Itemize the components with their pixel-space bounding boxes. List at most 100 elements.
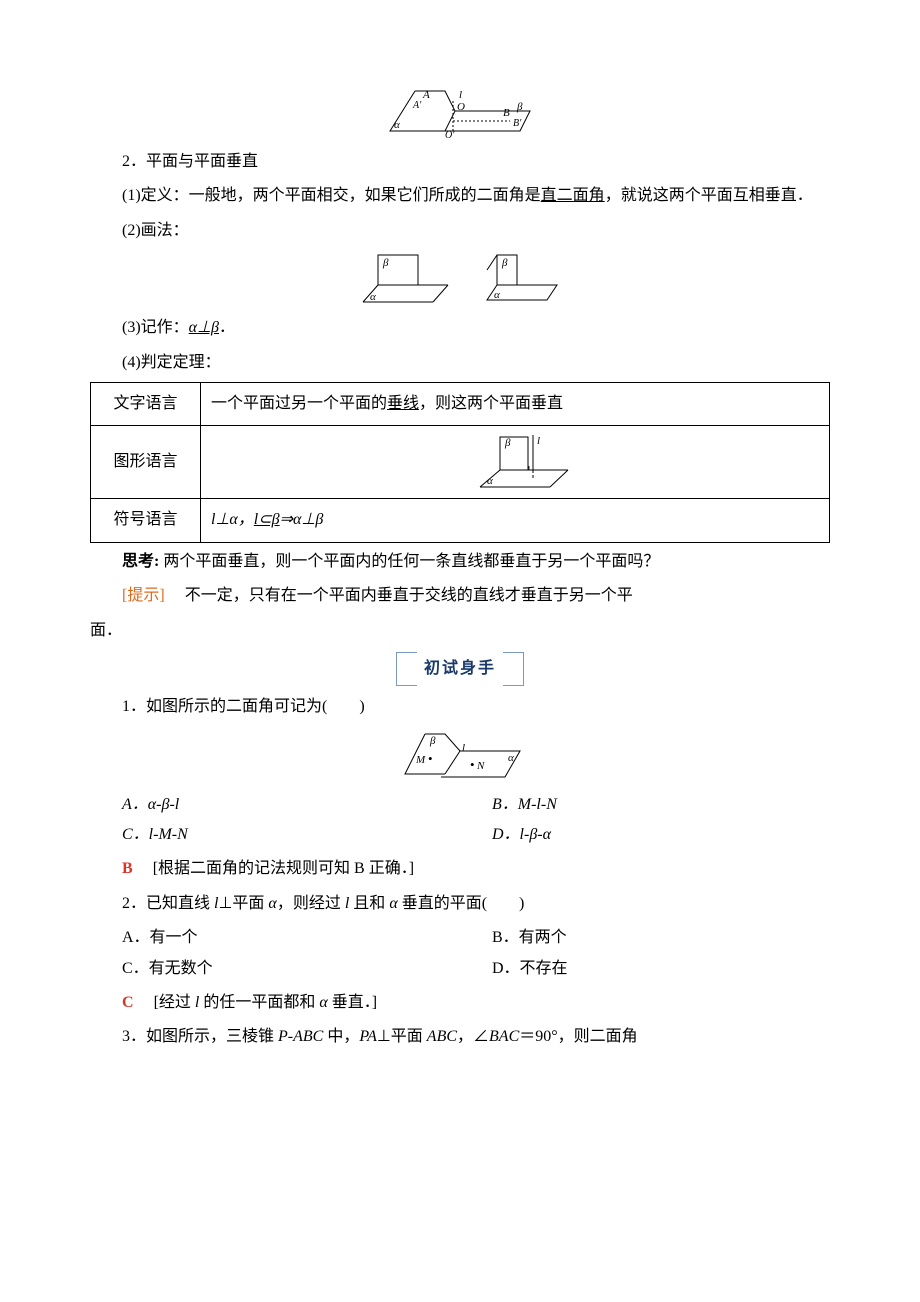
label-alpha: α	[394, 119, 400, 131]
hint-line: [提示] 不一定，只有在一个平面内垂直于交线的直线才垂直于另一个平	[90, 581, 830, 611]
label-beta-1: β	[382, 257, 389, 269]
hint-label: [提示]	[122, 587, 165, 604]
think-label: 思考:	[122, 553, 159, 570]
row3-b: ⇒α⊥β	[280, 511, 324, 528]
sec2-draw-label: (2)画法：	[90, 216, 830, 246]
label-beta-3: β	[504, 437, 511, 449]
row3-label: 符号语言	[91, 499, 201, 542]
q1-answer: B [根据二面角的记法规则可知 B 正确．]	[90, 854, 830, 884]
figure-perp-planes: β α β α	[90, 252, 830, 307]
table-row: 图形语言 β l α	[91, 426, 830, 499]
q3-e: ＝90°，则二面角	[519, 1028, 637, 1045]
q2-a: 2．已知直线	[122, 895, 214, 912]
q2-e: 垂直的平面( )	[398, 895, 525, 912]
q2-d: 且和	[349, 895, 389, 912]
q1-stem: 1．如图所示的二面角可记为( )	[90, 692, 830, 722]
perp-planes-svg-1: β α	[358, 252, 458, 307]
row1-b: ，则这两个平面垂直	[419, 395, 563, 412]
label-Oprime: O'	[445, 130, 455, 141]
q2-al3: α	[319, 994, 327, 1011]
row3-a: l⊥α，	[211, 511, 254, 528]
q2-stem: 2．已知直线 l⊥平面 α，则经过 l 且和 α 垂直的平面( )	[90, 889, 830, 919]
row2-figure: β l α	[201, 426, 830, 499]
q1-Mdot: •	[428, 751, 433, 766]
figure-dihedral-top: A A' α l O O' B B' β	[90, 86, 830, 141]
think-text: 两个平面垂直，则一个平面内的任何一条直线都垂直于另一个平面吗？	[163, 553, 659, 570]
theorem-table: 文字语言 一个平面过另一个平面的垂线，则这两个平面垂直 图形语言 β	[90, 382, 830, 543]
q2-ansc: 垂直．]	[328, 994, 377, 1011]
row1-text: 一个平面过另一个平面的垂线，则这两个平面垂直	[201, 382, 830, 425]
q3-a: 3．如图所示，三棱锥	[122, 1028, 278, 1045]
sec2-heading: 2．平面与平面垂直	[90, 147, 830, 177]
q2-al1: α	[268, 895, 276, 912]
def-underline: 直二面角	[541, 187, 605, 204]
table-row: 文字语言 一个平面过另一个平面的垂线，则这两个平面垂直	[91, 382, 830, 425]
q3-bac: BAC	[489, 1028, 519, 1045]
row1-u: 垂线	[387, 395, 419, 412]
label-B: B	[503, 107, 510, 119]
q2-A: A．有一个	[90, 923, 460, 953]
q1-ans-text: [根据二面角的记法规则可知 B 正确．]	[153, 860, 414, 877]
figure-q1: β l α M • • N	[90, 729, 830, 784]
q1-N: N	[476, 760, 485, 772]
q2-ansa: [经过	[154, 994, 195, 1011]
q3-stem: 3．如图所示，三棱锥 P-ABC 中，PA⊥平面 ABC，∠BAC＝90°，则二…	[90, 1022, 830, 1052]
q1-A: A．α-β-l	[90, 790, 460, 820]
label-alpha-1: α	[370, 291, 376, 303]
label-l: l	[459, 89, 462, 101]
q1-Ndot: •	[470, 757, 475, 772]
perp-line-plane-svg: β l α	[455, 432, 575, 492]
q3-abc: ABC	[427, 1028, 457, 1045]
q1-D: D．l-β-α	[460, 820, 830, 850]
section-badge-wrap: 初试身手	[90, 652, 830, 686]
q2-b: ⊥平面	[218, 895, 268, 912]
q2-answer: C [经过 l 的任一平面都和 α 垂直．]	[90, 988, 830, 1018]
sec2-theorem-title: (4)判定定理：	[90, 348, 830, 378]
sec2-notation: (3)记作：α⊥β．	[90, 313, 830, 343]
q2-al2: α	[389, 895, 397, 912]
row2-label: 图形语言	[91, 426, 201, 499]
hint-text-a: 不一定，只有在一个平面内垂直于交线的直线才垂直于另一个平	[185, 587, 633, 604]
label-l-3: l	[537, 435, 540, 447]
q2-D: D．不存在	[460, 954, 830, 984]
q2-options: A．有一个 B．有两个 C．有无数个 D．不存在	[90, 923, 830, 984]
row1-a: 一个平面过另一个平面的	[211, 395, 387, 412]
q1-B: B．M-l-N	[460, 790, 830, 820]
label-alpha-3: α	[487, 475, 493, 487]
q1-l: l	[462, 742, 465, 754]
q3-p: P-ABC	[278, 1028, 323, 1045]
dihedral-MN-svg: β l α M • • N	[390, 729, 530, 784]
row3-u: l⊂β	[254, 511, 280, 528]
think-line: 思考: 两个平面垂直，则一个平面内的任何一条直线都垂直于另一个平面吗？	[90, 547, 830, 577]
q2-c: ，则经过	[277, 895, 345, 912]
q2-ans-letter: C	[122, 994, 134, 1011]
q3-c: ⊥平面	[377, 1028, 427, 1045]
notation-prefix: (3)记作：	[122, 319, 189, 336]
hint-line-b: 面．	[90, 616, 830, 646]
q2-C: C．有无数个	[90, 954, 460, 984]
q2-B: B．有两个	[460, 923, 830, 953]
def-prefix: (1)定义：一般地，两个平面相交，如果它们所成的二面角是	[122, 187, 541, 204]
q2-ansb: 的任一平面都和	[199, 994, 319, 1011]
section-badge: 初试身手	[396, 652, 524, 686]
label-alpha-2: α	[494, 289, 500, 301]
label-O: O	[457, 101, 465, 113]
q1-alpha: α	[508, 752, 514, 764]
q3-d: ，∠	[457, 1028, 489, 1045]
q3-pa: PA	[359, 1028, 376, 1045]
table-row: 符号语言 l⊥α，l⊂β⇒α⊥β	[91, 499, 830, 542]
def-suffix: ，就说这两个平面互相垂直．	[605, 187, 813, 204]
label-beta-2: β	[501, 257, 508, 269]
label-Aprime: A'	[412, 100, 422, 111]
dihedral-angle-svg: A A' α l O O' B B' β	[385, 86, 535, 141]
label-Bprime: B'	[513, 118, 522, 129]
notation-underline: α⊥β	[189, 319, 219, 336]
q1-ans-letter: B	[122, 860, 133, 877]
notation-suffix: ．	[219, 319, 235, 336]
q1-C: C．l-M-N	[90, 820, 460, 850]
row3-text: l⊥α，l⊂β⇒α⊥β	[201, 499, 830, 542]
sec2-definition: (1)定义：一般地，两个平面相交，如果它们所成的二面角是直二面角，就说这两个平面…	[90, 181, 830, 211]
row1-label: 文字语言	[91, 382, 201, 425]
q3-b: 中，	[323, 1028, 359, 1045]
q1-beta: β	[429, 735, 436, 747]
